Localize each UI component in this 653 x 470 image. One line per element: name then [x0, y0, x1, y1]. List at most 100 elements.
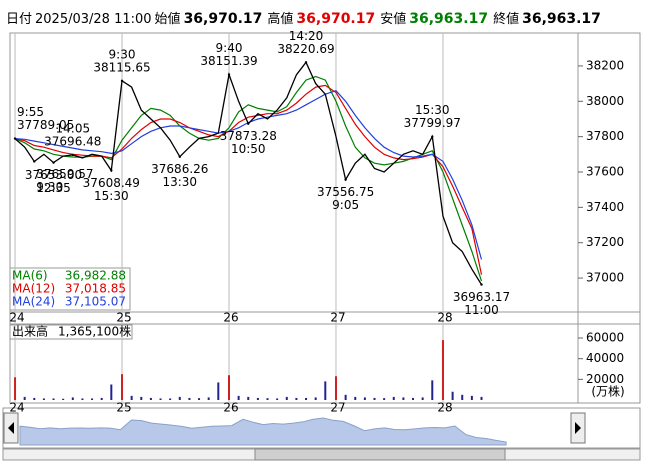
annotation-point [344, 178, 347, 181]
annotation-price: 37659.57 [36, 167, 93, 181]
header-label: 高値 [267, 12, 294, 27]
x-tick-label: 24 [9, 311, 24, 325]
ma-line [14, 84, 483, 275]
y-tick-label: 37800 [586, 129, 624, 143]
volume-bar [363, 397, 366, 400]
header-value: 2025/03/28 11:00 [35, 12, 152, 27]
annotation-point [110, 169, 113, 172]
volume-bar [198, 398, 201, 400]
volume-bar [159, 398, 162, 400]
legend-value: 37,105.07 [65, 295, 126, 309]
annotation-point [120, 79, 124, 83]
volume-bar [295, 397, 298, 400]
y-tick-label: 38000 [586, 94, 624, 108]
volume-bar [470, 395, 473, 400]
volume-bar [402, 397, 405, 400]
volume-label: 出来高 [12, 324, 48, 339]
x-tick-label: 27 [330, 401, 345, 415]
volume-bar [285, 396, 288, 400]
header-value: 36,963.17 [409, 11, 489, 27]
annotation-point [13, 137, 17, 140]
annotation-point [178, 155, 181, 158]
arrow-icon [8, 422, 14, 434]
volume-bar [354, 396, 357, 400]
annotation-time: 9:30 [109, 47, 136, 61]
header-value: 36,970.17 [296, 11, 376, 27]
volume-bar [130, 395, 133, 400]
volume-bar [266, 398, 269, 400]
volume-bar [344, 394, 347, 400]
volume-bar [276, 398, 279, 400]
annotation-time: 9:55 [17, 105, 44, 119]
y-tick-label: 37400 [586, 200, 624, 214]
annotation-time: 14:05 [56, 121, 91, 135]
volume-bar [451, 391, 454, 400]
volume-total: 1,365,100株 [58, 324, 131, 339]
volume-tick-label: 60000 [586, 331, 624, 345]
annotation-time: 14:20 [289, 29, 324, 43]
annotation-time: 12:35 [36, 181, 71, 195]
volume-bar [431, 380, 434, 400]
volume-tick-label: 40000 [586, 351, 624, 365]
volume-bar [217, 382, 220, 400]
annotation-point [227, 73, 231, 76]
annotation-point [33, 160, 36, 163]
annotation-time: 13:30 [162, 175, 197, 189]
volume-bar [256, 397, 259, 400]
x-tick-label: 26 [223, 401, 238, 415]
annotation-time: 15:30 [94, 189, 129, 203]
x-tick-label: 25 [116, 311, 131, 325]
volume-bar [441, 340, 444, 400]
annotation-point [304, 61, 308, 64]
y-tick-label: 37000 [586, 271, 624, 285]
annotation-price: 37799.97 [404, 116, 461, 130]
annotation-time: 15:30 [415, 103, 450, 117]
x-tick-label: 26 [223, 311, 238, 325]
annotation-time: 9:40 [216, 41, 243, 55]
volume-bar [480, 396, 483, 400]
x-tick-label: 28 [437, 401, 452, 415]
annotation-time: 9:05 [332, 198, 359, 212]
x-tick-label: 25 [116, 401, 131, 415]
ma-legend-box [9, 267, 131, 311]
legend-value: 37,018.85 [65, 282, 126, 296]
legend-name: MA(6) [12, 269, 48, 283]
annotation-point [52, 161, 55, 164]
annotation-point [480, 283, 483, 286]
annotation-price: 36963.17 [453, 290, 510, 304]
scrollbar-thumb[interactable] [254, 448, 506, 461]
volume-bar [188, 397, 191, 400]
legend-name: MA(24) [12, 295, 55, 309]
annotation-price: 37686.26 [151, 162, 208, 176]
volume-bar [140, 396, 143, 400]
volume-bar [14, 377, 17, 400]
volume-bar [247, 396, 250, 400]
arrow-icon [575, 422, 581, 434]
header-label: 安値 [380, 12, 407, 27]
x-tick-label: 28 [437, 311, 452, 325]
annotation-point [431, 135, 434, 138]
volume-bar [237, 395, 240, 400]
annotation-price: 37873.28 [220, 129, 277, 143]
y-tick-label: 38200 [586, 58, 624, 72]
navigator-area [19, 417, 507, 446]
header-value: 36,963.17 [522, 11, 601, 27]
volume-bar [207, 397, 210, 400]
volume-bar [100, 397, 103, 400]
legend-value: 36,982.88 [65, 269, 126, 283]
volume-bar [91, 398, 94, 400]
volume-bar [314, 397, 317, 400]
x-tick-label: 24 [9, 401, 24, 415]
annotation-price: 38220.69 [277, 42, 334, 56]
annotation-price: 38115.65 [93, 60, 150, 74]
volume-bar [178, 396, 181, 400]
annotation-price: 37653.00 [25, 168, 82, 182]
quote-header: 日付 2025/03/28 11:00 始値 36,970.17 高値 36,970.17… [6, 8, 606, 27]
volume-unit: (万株) [591, 384, 624, 399]
volume-label-box [9, 324, 133, 340]
y-tick-label: 37600 [586, 164, 624, 178]
annotation-point [71, 153, 75, 157]
volume-bar [81, 398, 84, 400]
annotation-time: 10:50 [231, 142, 266, 156]
